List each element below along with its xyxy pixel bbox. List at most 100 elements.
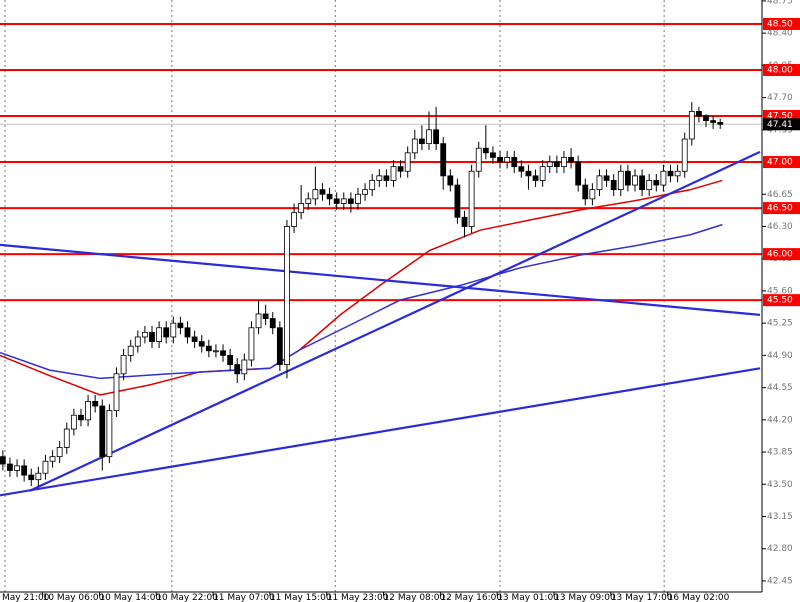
candle-body (497, 157, 503, 163)
candle-body (49, 456, 56, 462)
candle-body (92, 401, 99, 407)
candle-body (475, 147, 482, 172)
candle-body (184, 327, 191, 338)
candle-body (717, 122, 724, 125)
candle-body (688, 111, 695, 140)
last-price-label: 47.41 (767, 120, 793, 130)
moving-average (0, 179, 723, 396)
x-tick-label: 11 May 15:00 (270, 593, 332, 602)
x-tick-label: 10 May 06:00 (43, 593, 105, 602)
candle-body (610, 180, 617, 191)
candle-body (248, 327, 255, 361)
candle-body (511, 157, 518, 168)
candle-body (85, 401, 91, 421)
candle-body (504, 157, 511, 163)
x-tick-label: 16 May 02:00 (668, 593, 730, 602)
candle-body (127, 345, 134, 356)
candle-body (433, 129, 440, 145)
candle-body (255, 313, 262, 329)
level-label: 48.50 (767, 19, 793, 29)
y-tick-label: 48.75 (767, 0, 793, 6)
candle-body (78, 414, 84, 421)
candle-body (582, 184, 589, 200)
candle-body (170, 322, 177, 338)
candle-body (482, 147, 489, 154)
candle-body (632, 175, 638, 186)
candle-body (14, 465, 20, 471)
candle-body (624, 170, 631, 186)
candle-body (411, 138, 418, 154)
candle-body (589, 189, 596, 200)
candle-body (269, 318, 276, 329)
y-tick-label: 44.90 (767, 351, 793, 361)
candle-body (596, 175, 603, 191)
candle-body (546, 161, 553, 168)
level-label-bg (763, 17, 800, 30)
candle-body (681, 138, 688, 172)
level-label-bg (763, 294, 800, 307)
level-label: 45.50 (767, 296, 793, 306)
y-tick-label: 46.65 (767, 190, 793, 200)
candle-body (696, 111, 702, 117)
candle-body (404, 152, 411, 172)
y-tick-label: 48.40 (767, 29, 793, 39)
y-tick-label: 47.35 (767, 125, 793, 135)
x-tick-label: 11 May 07:00 (213, 593, 275, 602)
y-tick-label: 44.55 (767, 383, 793, 393)
y-tick-label: 46.30 (767, 222, 793, 232)
level-label: 46.00 (767, 250, 793, 260)
candle-body (21, 465, 28, 476)
level-label: 47.50 (767, 112, 793, 122)
x-tick-label: 12 May 08:00 (384, 593, 446, 602)
candle-body (113, 373, 120, 412)
candle-body (262, 313, 269, 319)
y-tick-label: 43.50 (767, 480, 793, 490)
candle-body (149, 331, 155, 342)
candle-body (340, 198, 347, 204)
candle-body (532, 175, 539, 181)
candle-body (553, 161, 560, 168)
candle-body (376, 175, 383, 181)
candle-body (347, 198, 354, 204)
trend-line (29, 150, 761, 492)
level-label-bg (763, 156, 800, 169)
candle-body (35, 472, 42, 481)
candle-body (191, 336, 198, 342)
candle-body (7, 463, 13, 471)
candle-body (56, 447, 63, 458)
candle-body (539, 166, 546, 181)
candle-body (660, 170, 667, 186)
candle-body (390, 166, 397, 181)
trend-line (0, 367, 761, 497)
y-tick-label: 43.15 (767, 512, 793, 522)
x-tick-label: 13 May 17:00 (611, 593, 673, 602)
candle-body (568, 157, 574, 163)
x-tick-label: May 21:00 (2, 593, 50, 602)
candle-body (42, 460, 49, 474)
candle-body (710, 120, 717, 123)
candle-body (213, 350, 219, 353)
level-label-bg (763, 202, 800, 215)
candle-body (603, 175, 610, 181)
candle-body (63, 428, 70, 448)
plot-area (0, 0, 762, 592)
candle-body (369, 180, 376, 191)
candle-body (575, 161, 582, 186)
moving-average (0, 223, 723, 380)
level-label-bg (763, 63, 800, 76)
level-label: 46.50 (767, 204, 793, 214)
candle-body (291, 212, 297, 227)
candle-body (70, 414, 77, 430)
candle-body (561, 157, 567, 168)
candle-body (241, 359, 248, 375)
candle-body (28, 474, 35, 481)
candle-body (639, 175, 645, 191)
candle-body (703, 115, 709, 122)
y-tick-label: 42.80 (767, 544, 793, 554)
level-label: 48.00 (767, 65, 793, 75)
candle-body (440, 143, 447, 177)
x-tick-label: 13 May 01:00 (497, 593, 559, 602)
candle-body (141, 331, 148, 338)
candle-body (177, 322, 184, 329)
candle-body (447, 175, 454, 186)
